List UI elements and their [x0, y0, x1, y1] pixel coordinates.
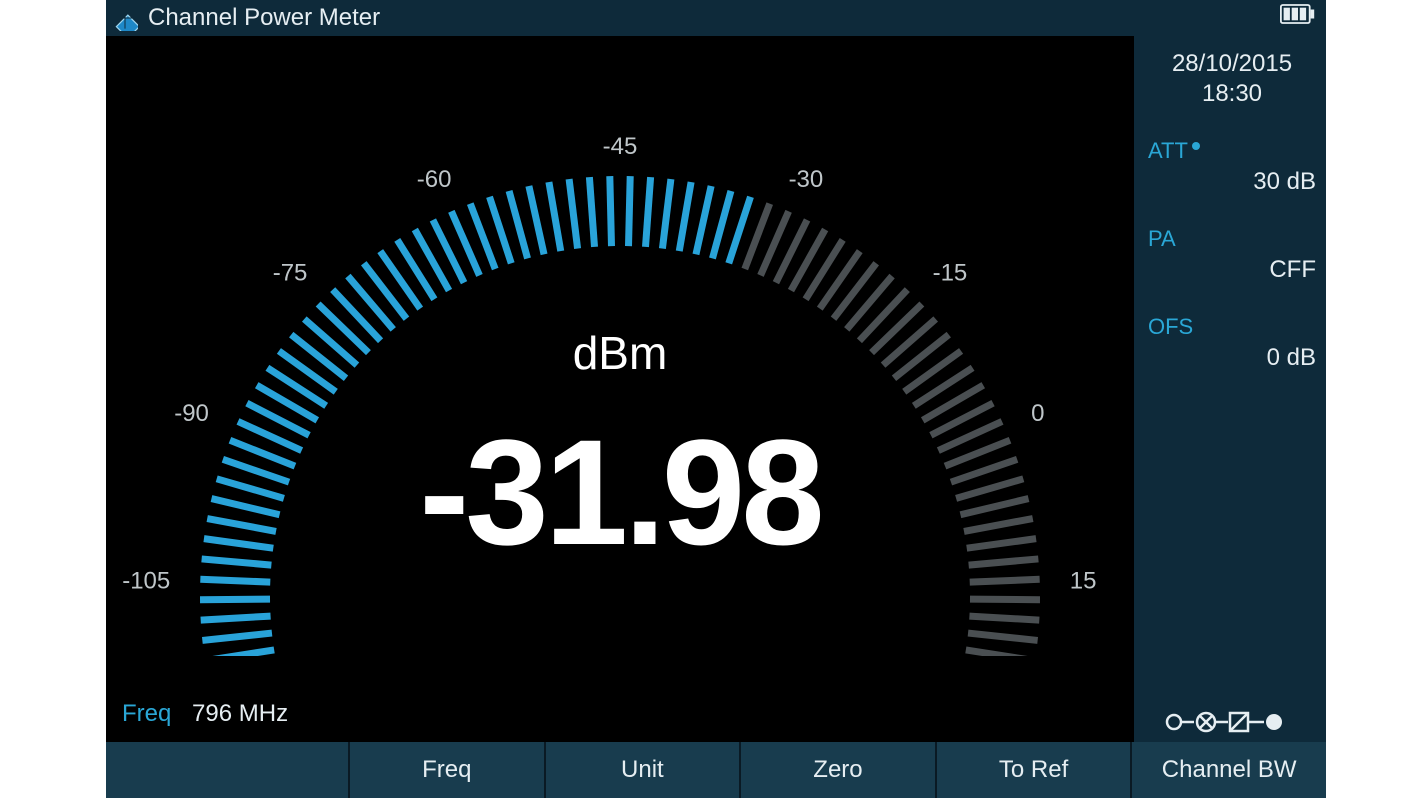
softkey-to-ref-label: To Ref — [999, 756, 1068, 784]
softkey-spacer — [106, 742, 350, 798]
freq-value: 796 MHz — [192, 700, 288, 727]
svg-text:-45: -45 — [603, 133, 638, 160]
softkey-bar: Freq Unit Zero To Ref Channel BW — [106, 742, 1326, 798]
softkey-to-ref[interactable]: To Ref — [937, 742, 1133, 798]
device-screen: Channel Power Meter -120 dBm-105-90-75-6… — [106, 0, 1326, 798]
svg-text:-15: -15 — [933, 259, 968, 286]
att-label-text: ATT — [1148, 138, 1188, 163]
date-text: 28/10/2015 — [1148, 50, 1316, 78]
att-label: ATT — [1148, 138, 1316, 164]
att-group: ATT 30 dB — [1148, 138, 1316, 196]
softkey-unit-label: Unit — [621, 756, 664, 784]
page-title: Channel Power Meter — [148, 4, 380, 32]
reading-value: -31.98 — [106, 406, 1134, 579]
svg-text:-30: -30 — [789, 166, 824, 193]
pa-group: PA CFF — [1148, 226, 1316, 284]
softkey-freq-label: Freq — [422, 756, 471, 784]
status-icons — [1136, 708, 1316, 738]
softkey-zero[interactable]: Zero — [741, 742, 937, 798]
softkey-channel-bw-label: Channel BW — [1162, 756, 1297, 784]
pa-label: PA — [1148, 226, 1316, 252]
side-panel: 28/10/2015 18:30 ATT 30 dB PA CFF OFS 0 … — [1134, 36, 1326, 742]
time-text: 18:30 — [1148, 80, 1316, 108]
reading-unit: dBm — [106, 326, 1134, 380]
ofs-value: 0 dB — [1148, 344, 1316, 372]
softkey-unit[interactable]: Unit — [546, 742, 742, 798]
battery-icon — [1280, 4, 1316, 24]
ofs-label: OFS — [1148, 314, 1316, 340]
gauge-area: -120 dBm-105-90-75-60-45-30-1501530 dBm … — [106, 36, 1134, 742]
pa-value: CFF — [1148, 256, 1316, 284]
freq-label: Freq — [122, 700, 171, 727]
title-bar: Channel Power Meter — [106, 0, 1326, 36]
softkey-channel-bw[interactable]: Channel BW — [1132, 742, 1326, 798]
softkey-zero-label: Zero — [813, 756, 862, 784]
svg-text:-75: -75 — [273, 259, 308, 286]
softkey-freq[interactable]: Freq — [350, 742, 546, 798]
att-dot-icon — [1192, 142, 1200, 150]
brand-logo-icon — [112, 5, 138, 31]
svg-text:-60: -60 — [417, 166, 452, 193]
att-value: 30 dB — [1148, 168, 1316, 196]
freq-readout: Freq 796 MHz — [122, 700, 288, 728]
ofs-group: OFS 0 dB — [1148, 314, 1316, 372]
